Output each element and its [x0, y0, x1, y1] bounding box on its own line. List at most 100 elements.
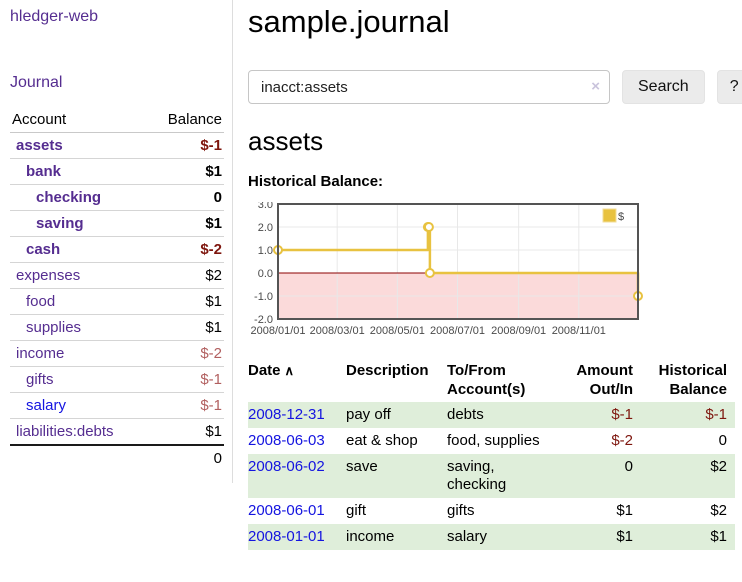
cell-description: pay off: [346, 402, 447, 428]
cell-accounts: saving, checking: [447, 454, 561, 498]
register-header-balance[interactable]: Historical Balance: [658, 362, 727, 398]
sidebar-account-link-income[interactable]: income: [16, 345, 65, 362]
svg-text:2008/07/01: 2008/07/01: [430, 325, 485, 337]
chart-title: Historical Balance:: [248, 173, 384, 190]
transaction-date-link[interactable]: 2008-12-31: [248, 406, 325, 423]
cell-date: 2008-01-01: [248, 524, 346, 550]
account-balance: $1: [147, 210, 224, 237]
accounts-total-row: 0: [10, 444, 224, 471]
account-row: saving $1: [10, 210, 224, 237]
sidebar-account-link-expenses[interactable]: expenses: [16, 267, 81, 284]
register-row: 2008-06-03 eat & shop food, supplies $-2 0: [248, 428, 735, 454]
svg-text:2008/03/01: 2008/03/01: [310, 325, 365, 337]
sidebar-account-link-food[interactable]: food: [26, 293, 56, 310]
cell-description: income: [346, 524, 447, 550]
register-header-amount[interactable]: Amount Out/In: [576, 362, 633, 398]
search-input-wrap: ×: [248, 70, 610, 104]
sidebar-account-link-bank[interactable]: bank: [26, 163, 62, 180]
cell-date: 2008-06-03: [248, 428, 346, 454]
cell-amount: $1: [616, 502, 633, 519]
account-balance: $-2: [147, 340, 224, 367]
cell-accounts: gifts: [447, 502, 475, 519]
sidebar-account-link-assets[interactable]: assets: [16, 137, 63, 154]
accounts-header-balance: Balance: [147, 107, 224, 133]
sort-asc-icon: ∧: [284, 363, 295, 378]
svg-text:0.0: 0.0: [258, 268, 273, 280]
accounts-table: Account Balance assets $-1 bank $1 checking 0…: [10, 107, 224, 471]
cell-date: 2008-06-01: [248, 498, 346, 524]
cell-amount: 0: [561, 454, 641, 498]
sidebar-account-link-liabilities-debts[interactable]: liabilities:debts: [16, 423, 114, 440]
cell-amount: $1: [561, 524, 641, 550]
account-balance: $1: [147, 418, 224, 445]
svg-text:2008/01/01: 2008/01/01: [250, 325, 305, 337]
account-balance: $1: [147, 158, 224, 185]
main-content: sample.journal × Search ? assets Histori…: [233, 0, 742, 582]
account-row: supplies $1: [10, 314, 224, 341]
register-row: 2008-12-31 pay off debts $-1 $-1: [248, 402, 735, 428]
account-row: food $1: [10, 288, 224, 315]
search-button[interactable]: Search: [622, 70, 705, 104]
brand-link[interactable]: hledger-web: [10, 8, 99, 25]
cell-date: 2008-06-02: [248, 454, 346, 498]
cell-description: save: [346, 454, 447, 498]
search-form: × Search ?: [248, 70, 742, 104]
svg-text:-1.0: -1.0: [254, 291, 273, 303]
cell-description: gift: [346, 502, 367, 519]
accounts-header-account: Account: [10, 107, 148, 133]
svg-text:2008/09/01: 2008/09/01: [491, 325, 546, 337]
cell-balance: $2: [710, 502, 727, 519]
cell-balance: $1: [641, 524, 735, 550]
cell-balance: $-1: [641, 402, 735, 428]
page-title: sample.journal: [248, 4, 450, 39]
sidebar-account-link-cash[interactable]: cash: [26, 241, 61, 258]
transaction-date-link[interactable]: 2008-06-03: [248, 432, 325, 449]
clear-search-icon[interactable]: ×: [591, 78, 600, 95]
search-input[interactable]: [248, 70, 610, 104]
transaction-date-link[interactable]: 2008-06-02: [248, 458, 325, 475]
svg-text:-2.0: -2.0: [254, 314, 273, 326]
sidebar-account-link-supplies[interactable]: supplies: [26, 319, 82, 336]
account-balance: $-1: [147, 366, 224, 393]
accounts-total-spacer: [10, 444, 148, 471]
cell-balance: $2: [641, 454, 735, 498]
register-header-accounts[interactable]: To/From Account(s): [447, 362, 526, 398]
account-row: salary $-1: [10, 392, 224, 419]
account-balance: $-1: [200, 137, 222, 154]
cell-date: 2008-12-31: [248, 402, 346, 428]
svg-text:2.0: 2.0: [258, 222, 273, 234]
svg-text:1.0: 1.0: [258, 245, 273, 257]
accounts-total-value: 0: [147, 444, 224, 471]
account-row: expenses $2: [10, 262, 224, 289]
register-row: 2008-06-01 gift gifts $1 $2: [248, 498, 735, 524]
cell-description: eat & shop: [346, 432, 418, 449]
cell-amount: $-1: [561, 402, 641, 428]
account-balance: $1: [147, 314, 224, 341]
register-row: 2008-06-02 save saving, checking 0 $2: [248, 454, 735, 498]
search-help-button[interactable]: ?: [716, 70, 742, 104]
account-balance: 0: [147, 184, 224, 211]
account-balance: $2: [147, 262, 224, 289]
svg-text:3.0: 3.0: [258, 202, 273, 211]
transaction-date-link[interactable]: 2008-06-01: [248, 502, 325, 519]
transaction-date-link[interactable]: 2008-01-01: [248, 528, 325, 545]
register-header-date[interactable]: Date ∧: [248, 362, 295, 379]
register-header-row: Date ∧ Description To/From Account(s) Amo…: [248, 358, 735, 402]
cell-amount: $-2: [611, 432, 633, 449]
sidebar-item-journal[interactable]: Journal: [10, 74, 63, 91]
account-row: gifts $-1: [10, 366, 224, 393]
sidebar-account-rows: assets $-1 bank $1 checking 0 saving $1 cash $-2 e…: [10, 133, 224, 445]
account-balance: $1: [147, 288, 224, 315]
register-header-description[interactable]: Description: [346, 362, 429, 379]
accounts-header-row: Account Balance: [10, 107, 224, 133]
svg-text:2008/05/01: 2008/05/01: [370, 325, 425, 337]
account-balance: $-2: [147, 236, 224, 263]
sidebar-account-link-saving[interactable]: saving: [36, 215, 84, 232]
register-row: 2008-01-01 income salary $1 $1: [248, 524, 735, 550]
cell-accounts: debts: [447, 402, 561, 428]
sidebar-account-link-gifts[interactable]: gifts: [26, 371, 54, 388]
account-row: bank $1: [10, 158, 224, 185]
sidebar-account-link-checking[interactable]: checking: [36, 189, 102, 206]
sidebar-account-link-salary[interactable]: salary: [26, 397, 67, 414]
